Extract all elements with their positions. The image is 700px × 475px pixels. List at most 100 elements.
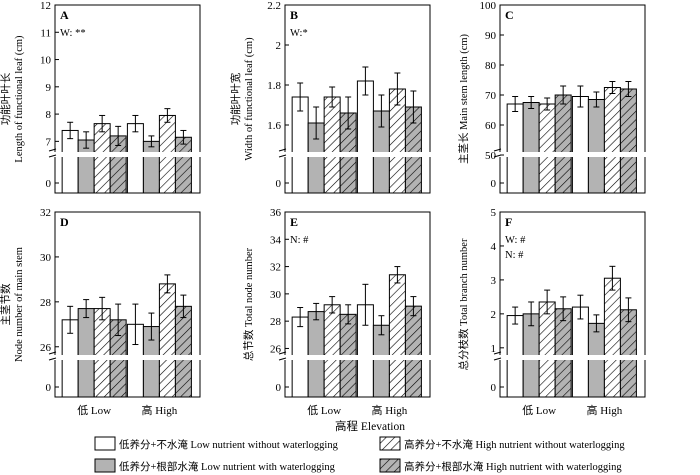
y-tick-label: 1.6 — [267, 120, 281, 132]
y-tick-label: 28 — [40, 297, 52, 309]
panel-c: 50 60 70 80 90 100 0 C 主茎长 Main stem length (cm) — [458, 0, 647, 194]
y-tick-label: 2.2 — [267, 0, 281, 12]
y-tick-label: 70 — [485, 90, 497, 102]
axis-break-mark — [493, 357, 502, 361]
bar — [619, 88, 637, 194]
significance-annotation: N: # — [290, 235, 309, 246]
y-tick-label: 32 — [270, 262, 281, 274]
y-tick-label: 0 — [491, 382, 497, 394]
legend: 低养分+不水淹 Low nutrient without waterloggin… — [94, 436, 625, 473]
bar — [571, 96, 589, 194]
axis-break-mark — [278, 154, 287, 158]
bar — [174, 305, 192, 398]
bar — [307, 311, 325, 398]
y-tick-label: 26 — [270, 343, 282, 355]
y-tick-label: 10 — [40, 55, 52, 67]
y-tick-label: 100 — [480, 0, 497, 12]
y-tick-label: 1.8 — [267, 80, 281, 92]
y-axis-label: Width of functional leaf (cm) — [244, 37, 255, 161]
bar — [603, 277, 621, 398]
y-tick-label: 1 — [491, 343, 497, 355]
y-axis-label: Length of functional leaf (cm) — [14, 35, 25, 163]
axis-break — [278, 355, 432, 360]
bar — [323, 304, 341, 398]
axis-break-mark — [278, 351, 287, 355]
axis-break-mark — [493, 154, 502, 158]
bar — [538, 301, 556, 398]
panel-letter: F — [505, 215, 512, 229]
y-tick-label: 34 — [270, 234, 282, 246]
bar — [93, 123, 111, 194]
legend-swatch — [379, 458, 401, 473]
axis-break — [48, 152, 202, 157]
bar — [571, 306, 589, 398]
y-axis-label: 主茎节数 — [0, 283, 12, 325]
x-tick-label: 低 Low — [77, 404, 111, 417]
y-axis-label: 总分枝数 Total branch number — [457, 238, 470, 370]
bar — [619, 309, 637, 398]
y-tick-label: 0 — [46, 382, 52, 394]
bar — [356, 80, 374, 194]
y-tick-label: 60 — [485, 120, 497, 132]
y-axis-label: Node number of main stem — [14, 247, 25, 362]
y-tick-label: 12 — [40, 0, 51, 12]
panel-letter: C — [505, 8, 514, 22]
axis-break-mark — [278, 148, 287, 152]
y-axis-label: 主茎长 Main stem length (cm) — [458, 33, 470, 164]
bar — [506, 103, 524, 194]
y-tick-label: 0 — [46, 178, 52, 190]
legend-label: 低养分+不水淹 Low nutrient without waterloggin… — [119, 438, 339, 451]
y-axis-label: 功能叶叶长 — [0, 72, 12, 125]
y-axis-label: 功能叶叶宽 — [229, 72, 242, 125]
y-tick-label: 80 — [485, 60, 497, 72]
significance-annotation: W: # — [505, 235, 526, 246]
x-tick-label: 高 High — [587, 403, 623, 417]
y-tick-label: 2 — [276, 40, 282, 52]
axis-break-mark — [493, 351, 502, 355]
panel-a: 7 8 9 10 11 12 0 A W: ** 功能叶叶长 Length of functiona… — [0, 0, 202, 194]
bar — [538, 103, 556, 194]
bar — [158, 283, 176, 398]
y-tick-label: 50 — [485, 150, 497, 162]
bar — [323, 96, 341, 194]
y-tick-label: 32 — [40, 207, 51, 219]
bar — [587, 322, 605, 398]
bar — [522, 102, 540, 194]
axis-break — [48, 355, 202, 360]
y-tick-label: 30 — [270, 289, 282, 301]
axis-break — [493, 355, 647, 360]
bar — [61, 129, 79, 194]
axis-break-mark — [48, 357, 57, 361]
y-axis-label: 总节数 Total node number — [242, 247, 255, 361]
bar — [174, 136, 192, 194]
bar — [404, 305, 422, 398]
x-tick-label: 高 High — [142, 403, 178, 417]
significance-annotation: W:* — [290, 28, 308, 39]
bar — [587, 99, 605, 194]
bar — [554, 308, 572, 398]
y-tick-label: 8 — [46, 109, 52, 121]
bar — [77, 308, 95, 398]
significance-annotation: N: # — [505, 250, 524, 261]
axis-break — [278, 152, 432, 157]
legend-swatch — [94, 436, 116, 451]
axis-break — [493, 152, 647, 157]
y-tick-label: 7 — [46, 136, 52, 148]
y-tick-label: 36 — [270, 207, 282, 219]
y-tick-label: 30 — [40, 252, 52, 264]
y-tick-label: 0 — [491, 178, 497, 190]
panel-b: 1.6 1.8 2 2.2 0 B W:* 功能叶叶宽 Width of functional … — [229, 0, 432, 194]
x-tick-label: 低 Low — [522, 404, 556, 417]
bar — [554, 94, 572, 194]
axis-break-mark — [48, 154, 57, 158]
axis-break-mark — [48, 351, 57, 355]
bar — [126, 123, 144, 194]
y-tick-label: 4 — [491, 241, 497, 253]
legend-swatch — [379, 436, 401, 451]
bar — [388, 274, 406, 398]
x-axis-title: 高程 Elevation — [335, 419, 405, 433]
legend-label: 低养分+根部水淹 Low nutrient with waterlogging — [119, 460, 336, 473]
y-tick-label: 26 — [40, 342, 52, 354]
significance-annotation: W: ** — [60, 28, 86, 39]
